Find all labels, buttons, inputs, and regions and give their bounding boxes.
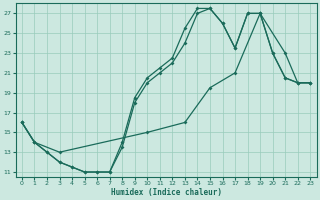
X-axis label: Humidex (Indice chaleur): Humidex (Indice chaleur) <box>111 188 221 197</box>
